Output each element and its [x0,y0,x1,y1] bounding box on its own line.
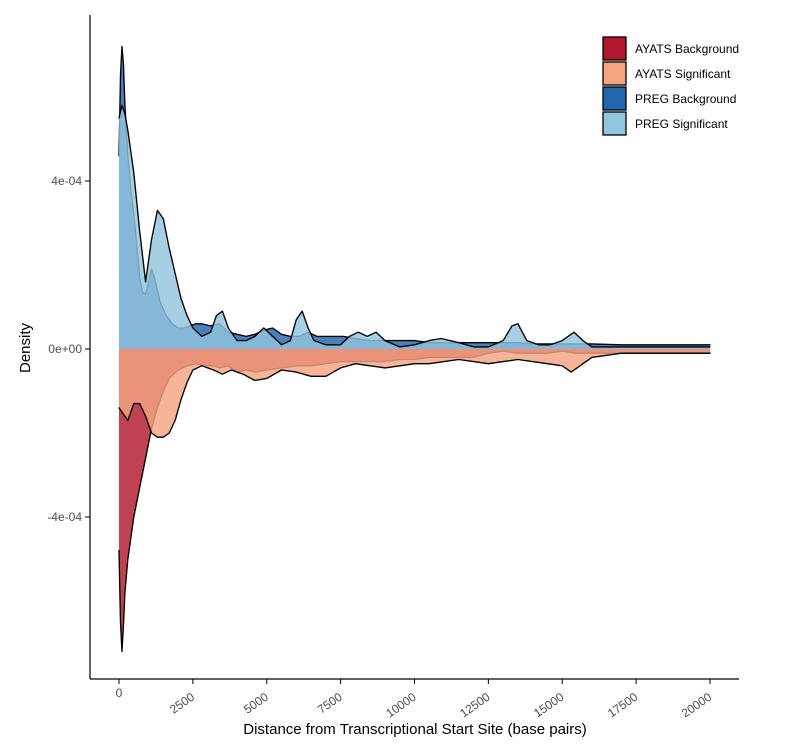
series-layer [118,45,711,653]
ayats-significant-legend-label: AYATS Significant [635,67,731,81]
ayats-significant-legend-key [602,61,627,86]
x-tick-label: 17500 [605,690,641,721]
x-tick-label: 5000 [241,690,271,717]
x-tick-label: 10000 [383,690,419,721]
ayats-background-legend-label: AYATS Background [635,42,739,56]
x-tick-label: 12500 [457,690,493,721]
preg-significant-legend-key [602,111,627,136]
y-tick-label: -4e-04 [47,510,82,524]
preg-significant-outline [118,104,711,348]
y-tick-label: 0e+00 [48,342,82,356]
ayats-background-outline [118,350,711,653]
ayats-background-legend-key [602,36,627,61]
x-tick-label: 2500 [167,690,197,717]
x-tick-label: 15000 [531,690,567,721]
x-axis-title: Distance from Transcriptional Start Site… [243,721,586,738]
x-tick-label: 20000 [679,690,715,721]
y-tick-label: 4e-04 [51,174,82,188]
y-axis-title: Density [17,322,34,373]
ayats-background-area [119,349,710,652]
x-tick-label: 0 [116,686,123,700]
x-tick-label: 7500 [315,690,345,717]
preg-significant-legend-label: PREG Significant [635,117,728,131]
preg-background-legend-key [602,86,627,111]
legend: AYATS Background AYATS Significant PREG Ba… [602,36,739,136]
ayats-significant-outline [118,352,711,438]
preg-background-legend-label: PREG Background [635,92,736,106]
preg-significant-area [119,105,710,350]
ayats-significant-area [119,349,710,438]
